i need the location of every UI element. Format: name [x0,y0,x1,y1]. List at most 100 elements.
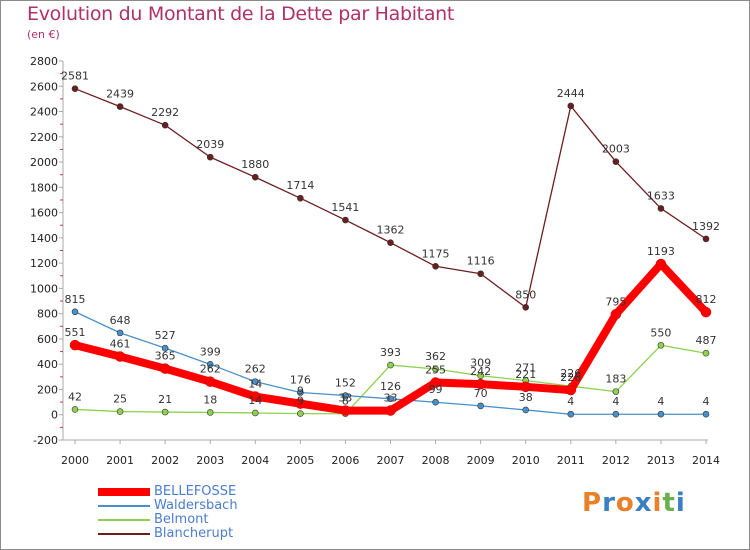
data-label: 393 [380,346,401,359]
data-label: 1175 [422,247,450,260]
data-point [612,388,620,395]
data-label: 365 [155,350,176,363]
data-label: 1362 [377,224,405,237]
data-label: 795 [605,295,626,308]
data-label: 399 [200,345,221,358]
data-label: 9 [297,395,304,408]
data-label: 38 [519,391,533,404]
data-label: 1880 [241,158,269,171]
data-label: 9 [297,385,304,398]
logo-letter: o [615,488,635,518]
data-label: 812 [696,293,717,306]
proxiti-logo: Proxiti [582,488,686,518]
data-point [520,381,531,393]
data-label: 242 [470,365,491,378]
data-point [69,339,81,351]
data-point [387,395,394,403]
data-point [342,392,349,399]
data-label: 271 [515,361,536,374]
data-point [385,405,396,416]
data-point [116,329,124,337]
data-point [432,262,439,270]
x-tick-label: 2003 [196,454,224,467]
data-label: 850 [515,288,536,301]
data-point [340,405,351,416]
x-tick-label: 2010 [512,454,540,467]
data-point [430,377,441,388]
data-point [432,398,439,406]
data-point [206,409,214,416]
data-label: 255 [425,364,446,377]
data-label: 152 [335,377,356,390]
data-point [206,153,214,161]
logo-letter: t [662,488,676,518]
data-point [522,406,530,414]
data-point [116,103,124,110]
y-tick-label: 1200 [30,257,58,270]
data-label: 33 [384,392,398,405]
y-tick-label: 2600 [30,80,58,93]
y-tick-label: 2200 [30,131,58,144]
data-point [657,205,665,212]
data-point [297,410,304,417]
logo-letter: i [675,488,686,518]
data-point [251,378,259,385]
data-label: 25 [113,393,127,406]
y-tick-label: 1800 [30,181,58,194]
data-label: 14 [248,394,262,407]
data-label: 42 [68,390,82,403]
data-label: 18 [203,393,217,406]
data-point [567,410,575,418]
x-tick-label: 2012 [602,454,630,467]
data-point [114,351,126,362]
data-label: 362 [425,350,446,363]
y-tick-label: 200 [37,383,58,396]
data-label: 183 [605,373,626,386]
data-label: 1714 [286,179,314,192]
data-label: 1633 [647,189,675,202]
legend-swatch-blancherupt [98,533,150,535]
data-point [477,270,484,278]
data-point [206,361,214,368]
data-point [295,398,306,409]
x-tick-label: 2011 [557,454,585,467]
data-point [251,173,259,181]
logo-letter: P [582,488,603,518]
x-tick-label: 2009 [467,454,495,467]
data-label: 4 [657,395,664,408]
data-point [71,85,79,92]
data-label: 2444 [557,87,585,100]
data-label: 461 [110,337,131,350]
y-tick-label: 0 [51,409,58,422]
x-tick-label: 2004 [241,454,269,467]
data-label: 8 [342,395,349,408]
x-tick-label: 2006 [331,454,359,467]
legend-swatch-waldersbach [98,505,150,507]
data-label: 2039 [196,138,224,151]
legend-label-waldersbach: Waldersbach [154,498,238,513]
data-point [71,308,79,316]
data-point [610,309,622,320]
data-label: 1541 [331,201,359,214]
y-tick-label: 600 [37,333,58,346]
data-label: 1116 [467,255,495,268]
data-label: 2581 [61,70,89,83]
data-point [161,344,169,352]
data-label: 815 [65,293,86,306]
data-point [657,410,665,418]
data-point [702,235,710,243]
data-label: 309 [470,357,491,370]
data-label: 550 [650,326,671,339]
legend-swatch-bellefosse [98,488,150,496]
data-label: 527 [155,329,176,342]
data-point [250,391,261,402]
data-point [116,408,124,415]
data-label: 126 [380,380,401,393]
logo-letter: i [652,488,663,518]
chart-subtitle: (en €) [27,28,60,41]
data-point [387,361,394,369]
data-point [702,349,710,357]
data-point [655,258,667,270]
x-tick-label: 2008 [422,454,450,467]
